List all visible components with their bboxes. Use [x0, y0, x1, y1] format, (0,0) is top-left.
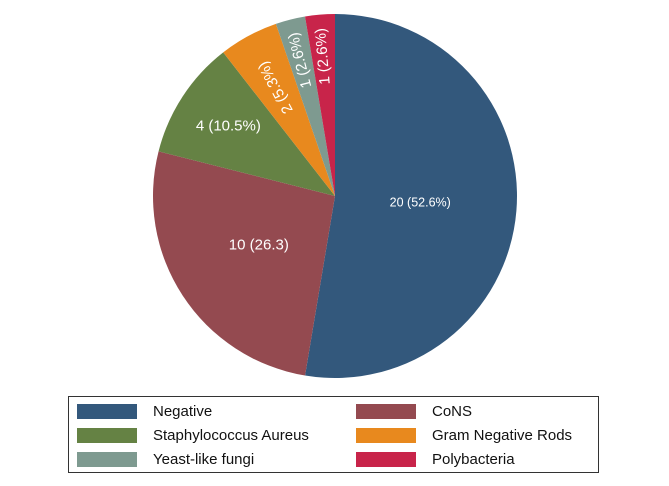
legend-item-yeast-like-fungi: Yeast-like fungi: [77, 450, 254, 468]
legend-swatch: [77, 427, 137, 443]
pie-slice-yeast-like-fungi: [275, 16, 335, 197]
slice-label-cons: 10 (26.3): [229, 237, 289, 254]
legend-item-cons: CoNS: [356, 402, 472, 420]
legend-label: Yeast-like fungi: [153, 450, 255, 468]
legend-label: CoNS: [432, 402, 473, 420]
pie-slice-cons: [152, 151, 335, 376]
legend-swatch: [77, 403, 137, 419]
pie-chart: 20 (52.6%)10 (26.3)4 (10.5%)2 (5.3%)1 (2…: [152, 14, 518, 378]
legend-label: Staphylococcus Aureus: [153, 426, 309, 444]
legend: Negative CoNS Staphylococcus Aureus Gram…: [68, 396, 599, 473]
legend-swatch: [356, 427, 416, 443]
pie-slice-polybacteria: [305, 14, 335, 196]
legend-swatch: [356, 403, 416, 419]
pie-slice-gram-negative-rods: [223, 23, 335, 196]
legend-label: Gram Negative Rods: [432, 426, 573, 444]
slice-label-negative: 20 (52.6%): [390, 195, 451, 209]
legend-item-staphylococcus-aureus: Staphylococcus Aureus: [77, 426, 309, 444]
slice-label-polybacteria: 1 (2.6%): [312, 27, 334, 85]
pie-slice-negative: [305, 14, 518, 378]
pie-slice-staphylococcus-aureus: [158, 52, 335, 196]
legend-item-negative: Negative: [77, 402, 212, 420]
legend-item-gram-negative-rods: Gram Negative Rods: [356, 426, 572, 444]
legend-swatch: [356, 451, 416, 467]
legend-swatch: [77, 451, 137, 467]
legend-label: Polybacteria: [432, 450, 515, 468]
slice-label-staphylococcus-aureus: 4 (10.5%): [196, 117, 261, 134]
legend-item-polybacteria: Polybacteria: [356, 450, 515, 468]
legend-label: Negative: [153, 402, 213, 420]
